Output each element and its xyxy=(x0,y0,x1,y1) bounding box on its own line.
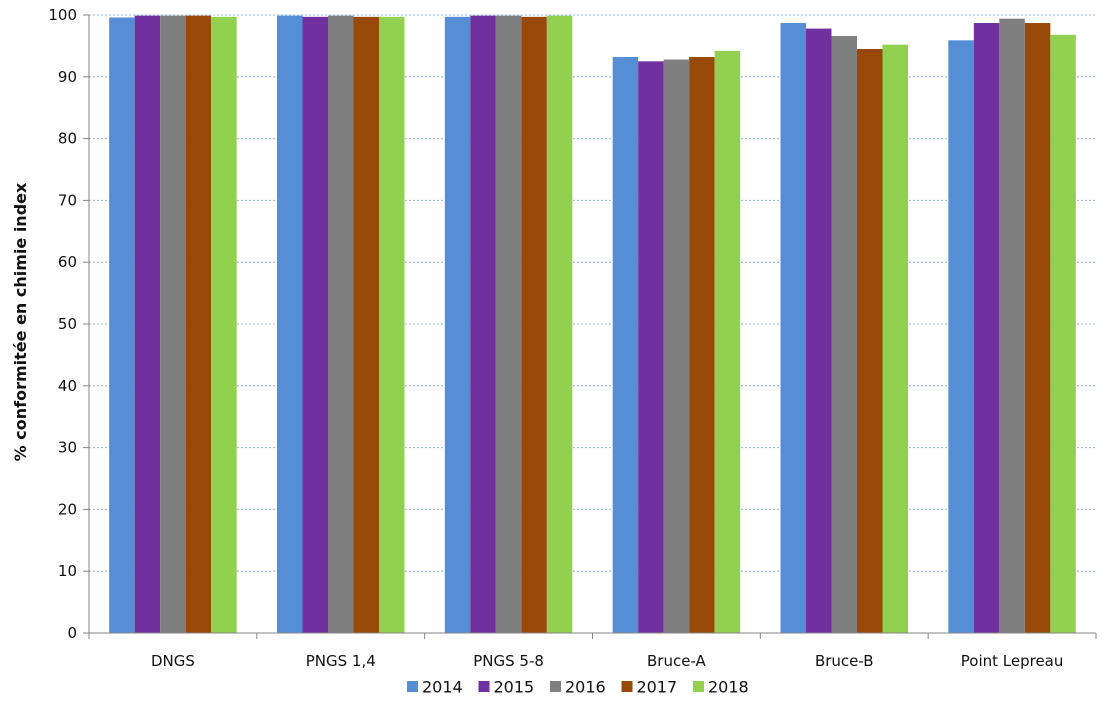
axes xyxy=(83,14,1097,639)
bar-2016-2 xyxy=(495,15,522,634)
bar-2016-4 xyxy=(831,36,857,633)
bar-2018-5 xyxy=(1050,34,1076,633)
y-tick-label: 90 xyxy=(58,68,77,86)
category-label: DNGS xyxy=(151,652,195,670)
legend-swatch-2015 xyxy=(478,681,490,692)
legend-swatch-2018 xyxy=(693,681,704,692)
gridlines xyxy=(89,14,1096,572)
bar-2014-0 xyxy=(109,17,135,634)
y-tick-label: 40 xyxy=(58,377,77,395)
y-tick-label: 50 xyxy=(58,315,77,333)
legend-swatch-2016 xyxy=(550,681,561,692)
bar-2017-5 xyxy=(1024,23,1051,634)
legend-label: 2015 xyxy=(494,678,535,697)
category-label: Bruce-A xyxy=(647,652,707,670)
y-tick-label: 20 xyxy=(58,500,77,518)
y-tick-label: 30 xyxy=(58,439,77,457)
y-tick-label: 80 xyxy=(58,130,77,148)
category-label: PNGS 1,4 xyxy=(306,652,376,670)
legend-label: 2017 xyxy=(637,678,678,697)
bar-2017-0 xyxy=(185,15,212,634)
bar-2014-5 xyxy=(948,40,974,633)
category-label: Point Lepreau xyxy=(961,652,1064,670)
bar-2014-2 xyxy=(444,16,471,633)
bar-2018-4 xyxy=(882,44,908,633)
legend-label: 2014 xyxy=(422,678,463,697)
y-axis-label: % conformitée en chimie index xyxy=(11,182,30,461)
legend-swatch-2014 xyxy=(407,681,418,692)
y-tick-label: 70 xyxy=(58,191,77,209)
y-tick-labels: 0 10 20 30 40 50 60 70 80 90 100 xyxy=(48,6,77,642)
legend-label: 2018 xyxy=(708,678,749,697)
bar-2017-4 xyxy=(857,48,883,634)
category-label: PNGS 5-8 xyxy=(473,652,544,670)
bars xyxy=(109,15,1076,634)
bar-2016-0 xyxy=(160,15,186,634)
legend-swatch-2017 xyxy=(621,681,633,692)
bar-2014-1 xyxy=(277,15,303,634)
y-tick-label: 100 xyxy=(48,6,77,24)
category-label: Bruce-B xyxy=(815,652,874,670)
bar-2017-1 xyxy=(353,16,379,633)
bar-2017-3 xyxy=(689,57,715,634)
bar-2018-2 xyxy=(546,15,573,634)
bar-2018-1 xyxy=(379,16,405,633)
bar-2014-3 xyxy=(612,57,639,634)
bar-2015-1 xyxy=(302,16,328,633)
bar-2016-5 xyxy=(999,18,1025,633)
legend-label: 2016 xyxy=(565,678,606,697)
legend: 2014 2015 2016 2017 2018 xyxy=(407,678,749,697)
bar-2016-1 xyxy=(328,15,354,634)
y-tick-label: 60 xyxy=(58,253,77,271)
bar-2015-2 xyxy=(470,15,496,634)
bar-2016-3 xyxy=(663,59,690,634)
bar-2015-0 xyxy=(134,15,161,634)
bar-2017-2 xyxy=(521,16,547,633)
bar-2018-3 xyxy=(714,50,741,634)
y-tick-label: 0 xyxy=(67,624,77,642)
bar-2018-0 xyxy=(211,16,237,633)
bar-2014-4 xyxy=(780,23,806,634)
category-labels: DNGS PNGS 1,4 PNGS 5-8 Bruce-A Bruce-B Point … xyxy=(151,652,1063,670)
bar-2015-5 xyxy=(973,23,1000,634)
bar-2015-4 xyxy=(806,28,832,633)
y-tick-label: 10 xyxy=(58,562,77,580)
bar-2015-3 xyxy=(638,61,664,634)
